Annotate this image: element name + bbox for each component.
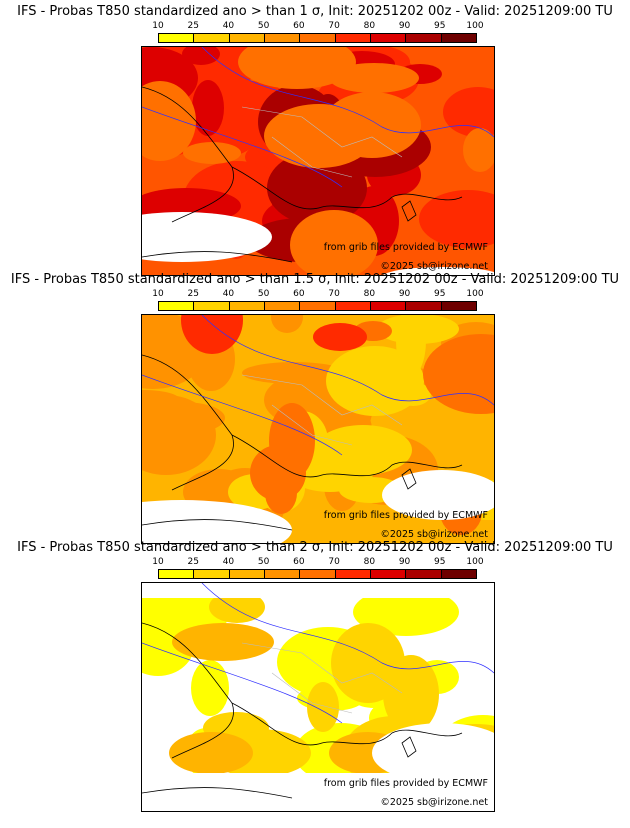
colorbar-swatch [159,34,195,42]
colorbar-tick: 25 [187,21,199,31]
colorbar-swatch [300,570,336,578]
colorbar-tick: 50 [257,557,270,567]
colorbar-swatch [159,570,195,578]
colorbar-swatch [264,570,301,578]
source-credit: from grib files provided by ECMWF [323,778,488,789]
colorbar-tick: 10 [152,21,164,31]
map-panel-1-sigma: IFS - Probas T850 standardized ano > tha… [0,4,630,276]
colorbar-swatch [194,34,230,42]
probability-map: from grib files provided by ECMWF ©2025 … [141,582,495,812]
colorbar-tick: 95 [434,289,446,299]
colorbar-tick: 60 [293,21,305,31]
colorbar-ticks: 10 25 40 50 60 70 80 90 95 100 [152,289,483,300]
colorbar-tick: 40 [222,21,235,31]
colorbar-swatch [194,302,230,310]
colorbar-swatch [370,570,407,578]
map-panel-2-sigma: IFS - Probas T850 standardized ano > tha… [0,540,630,812]
colorbar-swatch [300,302,336,310]
colorbar-swatch [441,34,476,42]
colorbar-swatch [370,302,407,310]
colorbar-tick: 70 [328,21,340,31]
colorbar-swatch [229,34,265,42]
colorbar-swatch [229,570,265,578]
colorbar-swatch [335,302,371,310]
copyright-credit: ©2025 sb@irizone.net [380,529,488,540]
colorbar-tick: 60 [293,557,305,567]
colorbar-swatch [406,34,442,42]
copyright-credit: ©2025 sb@irizone.net [380,261,488,272]
colorbar-tick: 95 [434,21,446,31]
colorbar-tick: 50 [257,21,270,31]
copyright-credit: ©2025 sb@irizone.net [380,797,488,808]
colorbar-swatch [441,302,476,310]
colorbar-tick: 90 [398,21,411,31]
colorbar-tick: 70 [328,289,340,299]
colorbar-tick: 70 [328,557,340,567]
colorbar-tick: 100 [466,289,484,299]
colorbar-tick: 80 [363,289,376,299]
colorbar-tick: 100 [466,21,484,31]
colorbar-tick: 90 [398,289,411,299]
map-canvas [142,47,494,275]
colorbar-tick: 40 [222,289,235,299]
map-canvas [142,583,494,811]
probability-map: from grib files provided by ECMWF ©2025 … [141,46,495,276]
colorbar-swatch [159,302,195,310]
colorbar-tick: 25 [187,289,199,299]
source-credit: from grib files provided by ECMWF [323,510,488,521]
colorbar-swatch [229,302,265,310]
probability-map: from grib files provided by ECMWF ©2025 … [141,314,495,544]
colorbar-tick: 95 [434,557,446,567]
colorbar-tick: 80 [363,21,376,31]
colorbar-swatch [194,570,230,578]
colorbar-tick: 100 [466,557,484,567]
panel-title: IFS - Probas T850 standardized ano > tha… [10,272,620,287]
map-canvas [142,315,494,543]
colorbar-swatch [335,34,371,42]
colorbar-swatch [406,570,442,578]
colorbar-swatch [300,34,336,42]
colorbar-swatch [264,302,301,310]
colorbar [158,33,477,43]
colorbar-swatch [335,570,371,578]
colorbar-tick: 50 [257,289,270,299]
colorbar-tick: 10 [152,557,164,567]
panel-title: IFS - Probas T850 standardized ano > tha… [17,4,613,19]
colorbar-tick: 25 [187,557,199,567]
colorbar-ticks: 10 25 40 50 60 70 80 90 95 100 [152,21,483,32]
colorbar [158,569,477,579]
colorbar-swatch [441,570,476,578]
colorbar-tick: 40 [222,557,235,567]
colorbar-tick: 10 [152,289,164,299]
colorbar [158,301,477,311]
colorbar-swatch [370,34,407,42]
colorbar-tick: 60 [293,289,305,299]
map-panel-1.5-sigma: IFS - Probas T850 standardized ano > tha… [0,272,630,544]
colorbar-tick: 90 [398,557,411,567]
colorbar-swatch [264,34,301,42]
colorbar-tick: 80 [363,557,376,567]
source-credit: from grib files provided by ECMWF [323,242,488,253]
colorbar-ticks: 10 25 40 50 60 70 80 90 95 100 [152,557,483,568]
panel-title: IFS - Probas T850 standardized ano > tha… [17,540,613,555]
colorbar-swatch [406,302,442,310]
